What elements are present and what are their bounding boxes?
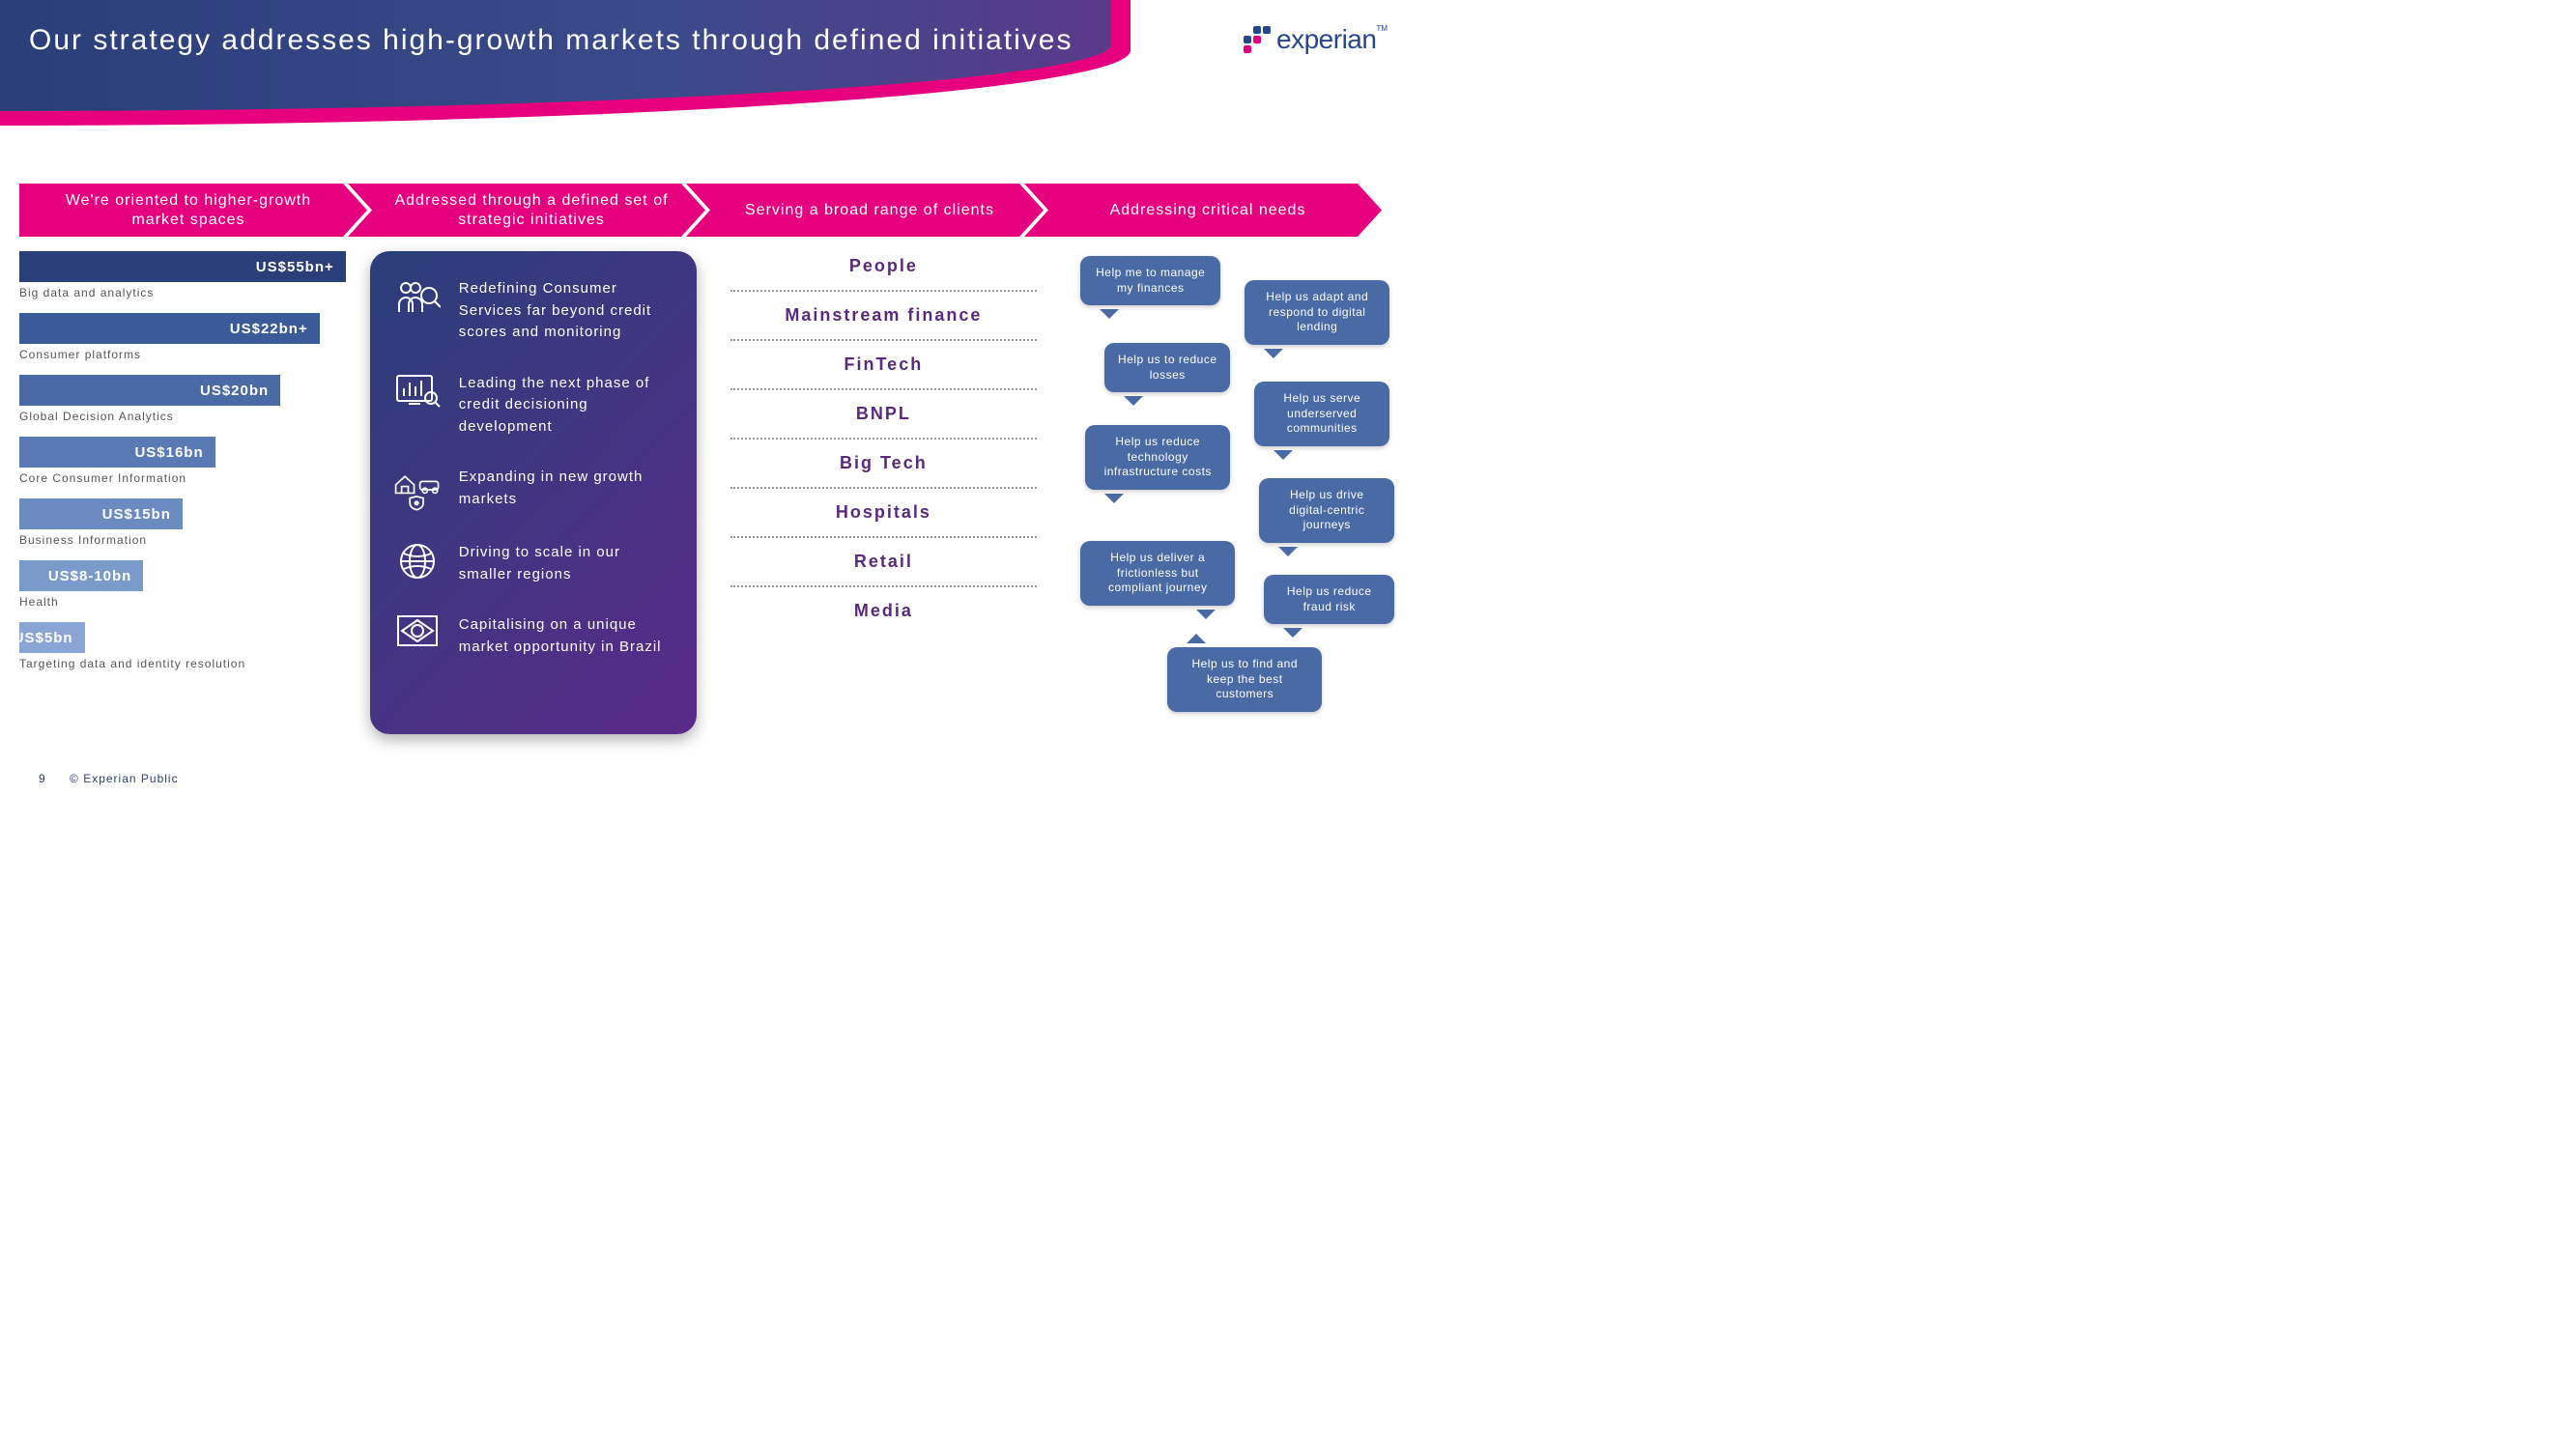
market-bar-label: Big data and analytics — [19, 286, 346, 299]
market-bar-5: US$8-10bn Health — [19, 560, 346, 616]
market-bar-label: Consumer platforms — [19, 348, 346, 361]
globe-icon — [393, 542, 442, 581]
client-item-2: FinTech — [730, 341, 1038, 390]
market-bar-4: US$15bn Business Information — [19, 498, 346, 554]
need-bubble-6: Help us deliver a frictionless but compl… — [1080, 541, 1235, 606]
initiative-2: Expanding in new growth markets — [393, 467, 673, 513]
market-bar-label: Targeting data and identity resolution — [19, 657, 346, 670]
client-item-3: BNPL — [730, 390, 1038, 440]
main-columns: US$55bn+ Big data and analytics US$22bn+ Co… — [19, 251, 1397, 758]
initiative-4: Capitalising on a unique market opportun… — [393, 614, 673, 658]
home-car-shield-icon — [393, 467, 442, 513]
need-bubble-8: Help us to find and keep the best custom… — [1167, 647, 1322, 712]
logo-dots-icon — [1244, 26, 1271, 53]
initiative-1: Leading the next phase of credit decisio… — [393, 373, 673, 439]
client-item-5: Hospitals — [730, 489, 1038, 538]
market-bar-2: US$20bn Global Decision Analytics — [19, 375, 346, 431]
need-bubble-4: Help us reduce technology infrastructure… — [1085, 425, 1230, 490]
initiative-text: Driving to scale in our smaller regions — [459, 542, 673, 585]
initiative-text: Leading the next phase of credit decisio… — [459, 373, 673, 439]
people-search-icon — [393, 278, 442, 317]
need-bubble-5: Help us drive digital-centric journeys — [1259, 478, 1394, 543]
page-title: Our strategy addresses high-growth marke… — [29, 24, 1082, 57]
col-market-spaces: US$55bn+ Big data and analytics US$22bn+ Co… — [19, 251, 346, 758]
client-item-6: Retail — [730, 538, 1038, 587]
market-bar-label: Global Decision Analytics — [19, 410, 346, 423]
market-bar-label: Business Information — [19, 533, 346, 547]
copyright: © Experian Public — [70, 772, 179, 785]
need-bubble-7: Help us reduce fraud risk — [1264, 575, 1394, 624]
market-bar-3: US$16bn Core Consumer Information — [19, 437, 346, 493]
chevron-1: We're oriented to higher-growth market s… — [19, 184, 367, 237]
market-bar-1: US$22bn+ Consumer platforms — [19, 313, 346, 369]
chevron-3: Serving a broad range of clients — [686, 184, 1044, 237]
client-item-7: Media — [730, 587, 1038, 635]
market-bar-label: Health — [19, 595, 346, 609]
initiatives-card: Redefining Consumer Services far beyond … — [370, 251, 697, 734]
col-clients: PeopleMainstream financeFinTechBNPLBig T… — [721, 251, 1047, 758]
logo-tm: TM — [1376, 24, 1388, 33]
need-bubble-0: Help me to manage my finances — [1080, 256, 1220, 305]
brazil-flag-icon — [393, 614, 442, 647]
slide-footer: 9 © Experian Public — [39, 772, 179, 785]
initiative-3: Driving to scale in our smaller regions — [393, 542, 673, 585]
market-bar-value: US$16bn — [19, 437, 215, 468]
logo-text: experian — [1276, 24, 1376, 54]
client-item-4: Big Tech — [730, 440, 1038, 489]
experian-logo: experianTM — [1244, 24, 1388, 55]
initiative-0: Redefining Consumer Services far beyond … — [393, 278, 673, 344]
chevron-4: Addressing critical needs — [1024, 184, 1382, 237]
chevron-2: Addressed through a defined set of strat… — [348, 184, 705, 237]
market-bar-value: US$20bn — [19, 375, 280, 406]
col-needs: Help me to manage my finances Help us ada… — [1071, 251, 1397, 758]
market-bar-6: US$5bn Targeting data and identity resolu… — [19, 622, 346, 678]
market-bar-label: Core Consumer Information — [19, 471, 346, 485]
header-banner: Our strategy addresses high-growth marke… — [0, 0, 1111, 111]
market-bar-0: US$55bn+ Big data and analytics — [19, 251, 346, 307]
chart-monitor-icon — [393, 373, 442, 412]
col-initiatives: Redefining Consumer Services far beyond … — [370, 251, 697, 758]
client-item-0: People — [730, 251, 1038, 292]
market-bar-value: US$5bn — [19, 622, 85, 653]
page-number: 9 — [39, 772, 46, 785]
client-item-1: Mainstream finance — [730, 292, 1038, 341]
market-bar-value: US$55bn+ — [19, 251, 346, 282]
market-bar-value: US$15bn — [19, 498, 183, 529]
initiative-text: Expanding in new growth markets — [459, 467, 673, 510]
need-bubble-2: Help us to reduce losses — [1104, 343, 1230, 392]
chevron-row: We're oriented to higher-growth market s… — [19, 184, 1397, 237]
initiative-text: Redefining Consumer Services far beyond … — [459, 278, 673, 344]
market-bar-value: US$8-10bn — [19, 560, 143, 591]
need-bubble-3: Help us serve underserved communities — [1254, 382, 1389, 446]
initiative-text: Capitalising on a unique market opportun… — [459, 614, 673, 658]
need-bubble-1: Help us adapt and respond to digital len… — [1245, 280, 1389, 345]
market-bar-value: US$22bn+ — [19, 313, 320, 344]
